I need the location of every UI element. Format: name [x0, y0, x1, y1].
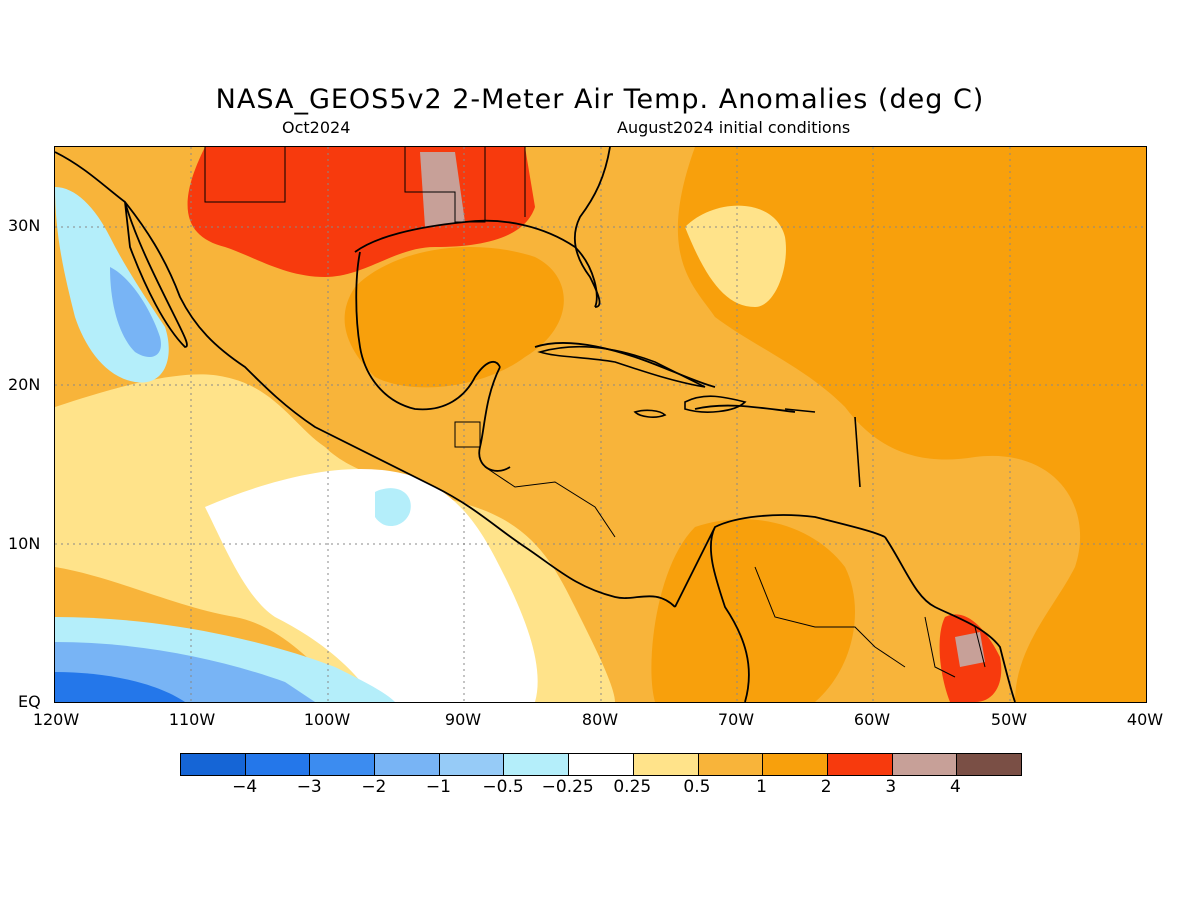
colorbar-label: 4 [949, 777, 961, 797]
anomaly-zone-cold-baja [110, 267, 161, 357]
colorbar [180, 753, 1022, 776]
colorbar-label: 0.25 [613, 777, 652, 797]
lon-label-100w: 100W [303, 710, 351, 729]
colorbar-swatch [892, 754, 958, 775]
map-title: NASA_GEOS5v2 2-Meter Air Temp. Anomalies… [215, 84, 985, 115]
colorbar-swatch [569, 754, 634, 775]
colorbar-swatch [698, 754, 764, 775]
colorbar-label: −2 [361, 777, 387, 797]
lon-label-110w: 110W [168, 710, 216, 729]
anomaly-map [54, 146, 1147, 703]
colorbar-swatch [310, 754, 376, 775]
lon-label-80w: 80W [581, 710, 619, 729]
lat-label-eq: EQ [18, 692, 41, 711]
colorbar-swatch [439, 754, 505, 775]
anomaly-zone-white-pacific [205, 468, 538, 702]
colorbar-label: −0.25 [541, 777, 594, 797]
colorbar-swatch [957, 754, 1021, 775]
anomaly-zone-orange-southamerica [651, 519, 855, 702]
islands [537, 346, 861, 488]
lon-label-90w: 90W [444, 710, 482, 729]
coastlines [55, 147, 1016, 702]
lon-label-40w: 40W [1126, 710, 1164, 729]
colorbar-swatch [763, 754, 828, 775]
initial-conditions: August2024 initial conditions [617, 118, 851, 137]
colorbar-swatch [181, 754, 246, 775]
map-grid [55, 147, 1146, 702]
colorbar-label: −4 [232, 777, 258, 797]
lon-label-120w: 120W [32, 710, 80, 729]
colorbar-label: 2 [820, 777, 832, 797]
borders [204, 147, 986, 678]
anomaly-zone-orange-atlantic [677, 147, 1146, 702]
anomaly-field [55, 147, 1146, 702]
anomaly-zone-light-atlantic [685, 205, 786, 307]
colorbar-label: 1 [756, 777, 767, 797]
colorbar-label: 3 [885, 777, 897, 797]
lat-label-20n: 20N [8, 375, 41, 394]
colorbar-label: −3 [296, 777, 322, 797]
colorbar-swatch [633, 754, 699, 775]
lon-label-70w: 70W [717, 710, 755, 729]
anomaly-zone-colder-pacific [55, 672, 185, 702]
colorbar-swatch [375, 754, 440, 775]
forecast-month: Oct2024 [282, 118, 351, 137]
colorbar-swatch [245, 754, 311, 775]
colorbar-swatch [827, 754, 893, 775]
anomaly-zone-pink-guiana [955, 632, 985, 667]
lon-label-60w: 60W [853, 710, 891, 729]
colorbar-label: 0.5 [683, 777, 711, 797]
colorbar-swatch [504, 754, 570, 775]
colorbar-label: −0.5 [482, 777, 524, 797]
lat-label-10n: 10N [8, 534, 41, 553]
anomaly-zone-orange-gulf [344, 247, 564, 388]
anomaly-zone-cool-spot [375, 488, 411, 527]
anomaly-zone-pink-us [420, 152, 465, 227]
lat-label-30n: 30N [8, 216, 41, 235]
colorbar-label: −1 [425, 777, 451, 797]
lon-label-50w: 50W [990, 710, 1028, 729]
